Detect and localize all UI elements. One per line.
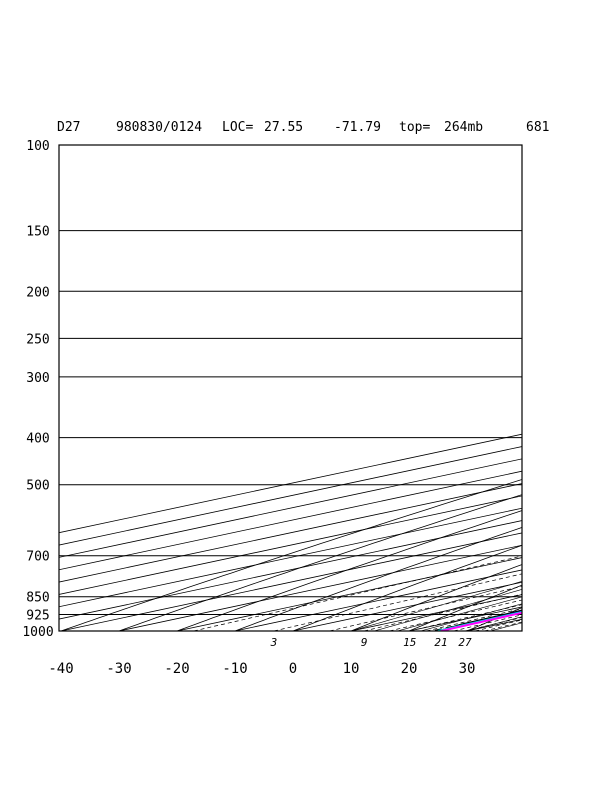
mixing-ratio-label: 21 xyxy=(434,636,447,649)
isotherm-line xyxy=(59,470,522,571)
isotherm-line xyxy=(59,520,522,620)
mixing-ratio-line xyxy=(364,593,522,631)
header-lat: 27.55 xyxy=(264,120,304,135)
y-tick-label: 1000 xyxy=(22,625,53,640)
y-tick-label: 300 xyxy=(26,371,49,386)
moist-adiabat xyxy=(397,596,522,631)
y-tick-label: 100 xyxy=(26,139,49,154)
series-line-3 xyxy=(437,611,522,631)
isotherm-line xyxy=(59,507,522,608)
dry-adiabat xyxy=(466,607,522,631)
mixing-ratio-line xyxy=(475,619,522,631)
x-tick-label: -30 xyxy=(106,661,131,677)
mixing-ratio-line xyxy=(329,585,522,631)
header-top-label: top= xyxy=(399,120,431,135)
isotherm-line xyxy=(118,544,522,631)
x-tick-label: 20 xyxy=(401,661,418,677)
dry-adiabat xyxy=(525,145,612,631)
header-station: D27 xyxy=(57,120,81,135)
isotherm-line xyxy=(176,557,522,631)
y-tick-label: 700 xyxy=(26,550,49,565)
dry-adiabat xyxy=(350,564,522,631)
series-line-5 xyxy=(440,611,522,631)
series-line-4 xyxy=(437,611,522,631)
mixing-ratio-line xyxy=(389,599,522,631)
isotherm-line xyxy=(59,495,522,595)
isotherm-line xyxy=(59,483,522,583)
series-line-1 xyxy=(434,609,522,631)
y-tick-label: 925 xyxy=(26,609,49,624)
moist-adiabat xyxy=(374,589,522,631)
isotherm-line xyxy=(525,145,612,631)
mixing-ratio-label: 27 xyxy=(458,636,472,649)
moist-adiabat xyxy=(420,603,522,631)
x-tick-label: 30 xyxy=(459,661,476,677)
dry-adiabat xyxy=(292,544,522,631)
isotherm-line xyxy=(60,532,522,631)
header-datetime: 980830/0124 xyxy=(116,120,203,135)
mixing-ratio-label: 15 xyxy=(403,636,416,649)
mixing-ratio-label: 9 xyxy=(361,636,368,649)
moist-adiabat xyxy=(490,622,522,631)
plot-frame xyxy=(58,144,523,632)
isotherm-line xyxy=(583,145,612,631)
y-tick-label: 200 xyxy=(26,285,49,300)
x-tick-label: 10 xyxy=(343,661,360,677)
x-tick-label: -40 xyxy=(48,661,73,677)
x-tick-label: -10 xyxy=(222,661,247,677)
series-line-0 xyxy=(440,609,522,631)
mixing-ratio-label: 3 xyxy=(270,636,278,649)
header-code: 681 xyxy=(526,120,550,135)
isotherm-line xyxy=(59,458,522,558)
header-loc-label: LOC= xyxy=(222,120,254,135)
y-tick-label: 250 xyxy=(26,332,49,347)
header-top-value: 264mb xyxy=(444,120,484,135)
isotherm-line xyxy=(408,606,522,631)
series-line-2 xyxy=(437,610,522,631)
dry-adiabat xyxy=(583,145,612,631)
y-tick-label: 150 xyxy=(26,225,49,240)
dry-adiabat xyxy=(408,584,522,631)
dry-adiabat xyxy=(176,510,522,631)
y-tick-label: 500 xyxy=(26,479,49,494)
mixing-ratio-line xyxy=(440,611,522,631)
x-tick-label: 0 xyxy=(289,661,297,677)
isotherm-line xyxy=(350,594,522,631)
mixing-ratio-line xyxy=(409,604,522,631)
dry-adiabat xyxy=(118,494,522,631)
mixing-ratio-line xyxy=(193,555,522,631)
isotherm-line xyxy=(234,569,522,631)
moist-adiabat xyxy=(350,580,522,631)
header-lon: -71.79 xyxy=(334,120,381,135)
moist-adiabat xyxy=(466,616,522,631)
isotherm-line xyxy=(292,581,522,631)
dry-adiabat xyxy=(234,526,522,631)
y-tick-label: 850 xyxy=(26,591,49,606)
moist-adiabat xyxy=(443,610,522,631)
x-tick-label: -20 xyxy=(164,661,189,677)
y-tick-label: 400 xyxy=(26,432,49,447)
mixing-ratio-line xyxy=(426,608,522,631)
isotherm-line xyxy=(466,618,522,631)
mixing-ratio-line xyxy=(464,617,522,631)
mixing-ratio-line xyxy=(453,614,522,631)
dry-adiabat xyxy=(60,479,522,631)
